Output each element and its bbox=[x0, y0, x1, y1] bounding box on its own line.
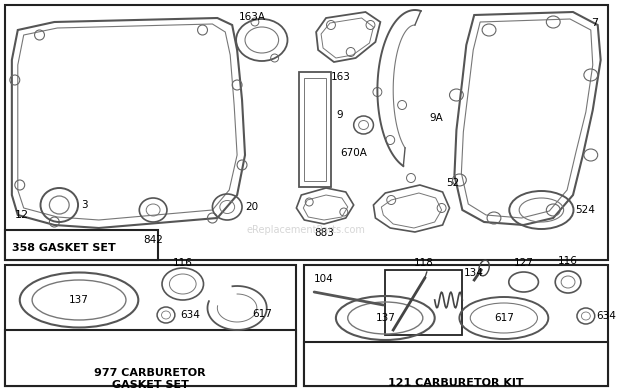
Bar bbox=[304, 78, 326, 181]
Text: 118: 118 bbox=[414, 258, 434, 268]
Text: 977 CARBURETOR
GASKET SET: 977 CARBURETOR GASKET SET bbox=[94, 368, 206, 390]
Text: 137: 137 bbox=[375, 313, 395, 323]
Text: 883: 883 bbox=[314, 228, 334, 238]
Text: 12: 12 bbox=[15, 210, 29, 220]
Text: 842: 842 bbox=[143, 235, 163, 245]
Text: 104: 104 bbox=[314, 274, 334, 284]
Text: 134: 134 bbox=[464, 268, 484, 278]
Text: 137: 137 bbox=[69, 295, 89, 305]
Text: 127: 127 bbox=[514, 258, 534, 268]
Text: 670A: 670A bbox=[340, 148, 367, 158]
Text: 9A: 9A bbox=[430, 113, 443, 123]
Text: 20: 20 bbox=[245, 202, 258, 212]
Text: 121 CARBURETOR KIT: 121 CARBURETOR KIT bbox=[388, 378, 523, 388]
Bar bbox=[304, 342, 608, 386]
Text: 116: 116 bbox=[558, 256, 578, 266]
Text: 7: 7 bbox=[591, 18, 598, 28]
Bar bbox=[5, 230, 158, 260]
Text: 163: 163 bbox=[331, 72, 351, 82]
Text: 634: 634 bbox=[596, 311, 617, 321]
Bar bbox=[299, 72, 331, 187]
Bar bbox=[5, 330, 296, 386]
Bar bbox=[304, 265, 608, 386]
Text: 3: 3 bbox=[81, 200, 87, 210]
Text: 524: 524 bbox=[575, 205, 595, 215]
Text: eReplacementParts.com: eReplacementParts.com bbox=[247, 225, 366, 235]
Bar bbox=[5, 265, 296, 386]
Text: 358 GASKET SET: 358 GASKET SET bbox=[12, 243, 115, 253]
Bar bbox=[5, 5, 608, 260]
Text: 116: 116 bbox=[173, 258, 193, 268]
Text: 634: 634 bbox=[180, 310, 200, 320]
Text: 163A: 163A bbox=[239, 12, 265, 22]
Text: 617: 617 bbox=[252, 309, 272, 319]
Text: 52: 52 bbox=[446, 178, 460, 188]
Text: 617: 617 bbox=[494, 313, 514, 323]
Bar bbox=[385, 270, 463, 335]
Text: 9: 9 bbox=[336, 110, 342, 120]
